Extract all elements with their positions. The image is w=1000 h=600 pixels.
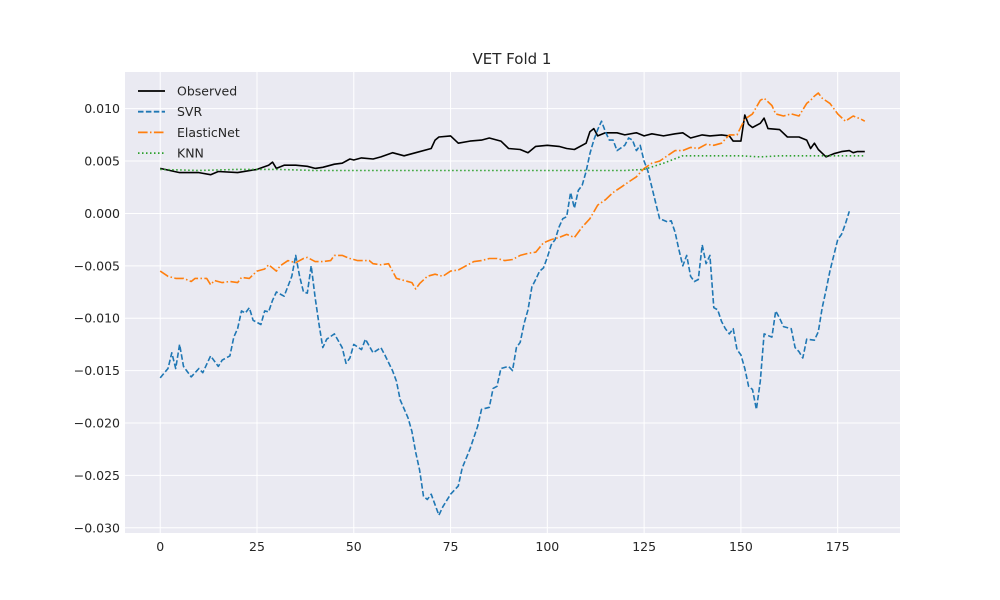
y-tick-label: −0.025 <box>74 468 120 483</box>
x-tick-label: 175 <box>826 539 850 554</box>
x-tick-label: 50 <box>346 539 362 554</box>
y-tick-label: 0.000 <box>84 206 120 221</box>
y-tick-label: 0.005 <box>84 154 120 169</box>
legend-label-elasticnet: ElasticNet <box>177 125 240 140</box>
x-tick-label: 0 <box>156 539 164 554</box>
legend-label-observed: Observed <box>177 84 237 99</box>
chart-title: VET Fold 1 <box>473 50 552 68</box>
y-tick-label: −0.030 <box>74 520 120 535</box>
x-tick-label: 75 <box>443 539 459 554</box>
x-tick-label: 25 <box>249 539 265 554</box>
y-tick-labels: −0.030 −0.025 −0.020 −0.015 −0.010 −0.005 0.00… <box>74 101 120 535</box>
legend-label-svr: SVR <box>177 104 202 119</box>
legend: Observed SVR ElasticNet KNN <box>138 84 240 161</box>
series-line-knn <box>160 155 865 172</box>
y-tick-label: −0.010 <box>74 311 120 326</box>
y-tick-label: −0.020 <box>74 415 120 430</box>
y-tick-label: −0.015 <box>74 363 120 378</box>
plot-background <box>125 72 900 533</box>
legend-label-knn: KNN <box>177 146 204 161</box>
series-line-observed <box>160 114 865 176</box>
x-tick-label: 100 <box>535 539 559 554</box>
x-tick-label: 125 <box>632 539 656 554</box>
series-line-svr <box>159 120 851 516</box>
series-line-elasticnet <box>159 92 866 290</box>
series-lines <box>159 92 866 516</box>
y-tick-label: 0.010 <box>84 101 120 116</box>
x-tick-labels: 0 25 50 75 100 125 150 175 <box>156 539 849 554</box>
x-gridlines <box>159 72 839 533</box>
y-tick-label: −0.005 <box>74 258 120 273</box>
x-tick-label: 150 <box>729 539 753 554</box>
y-gridlines <box>125 108 900 529</box>
